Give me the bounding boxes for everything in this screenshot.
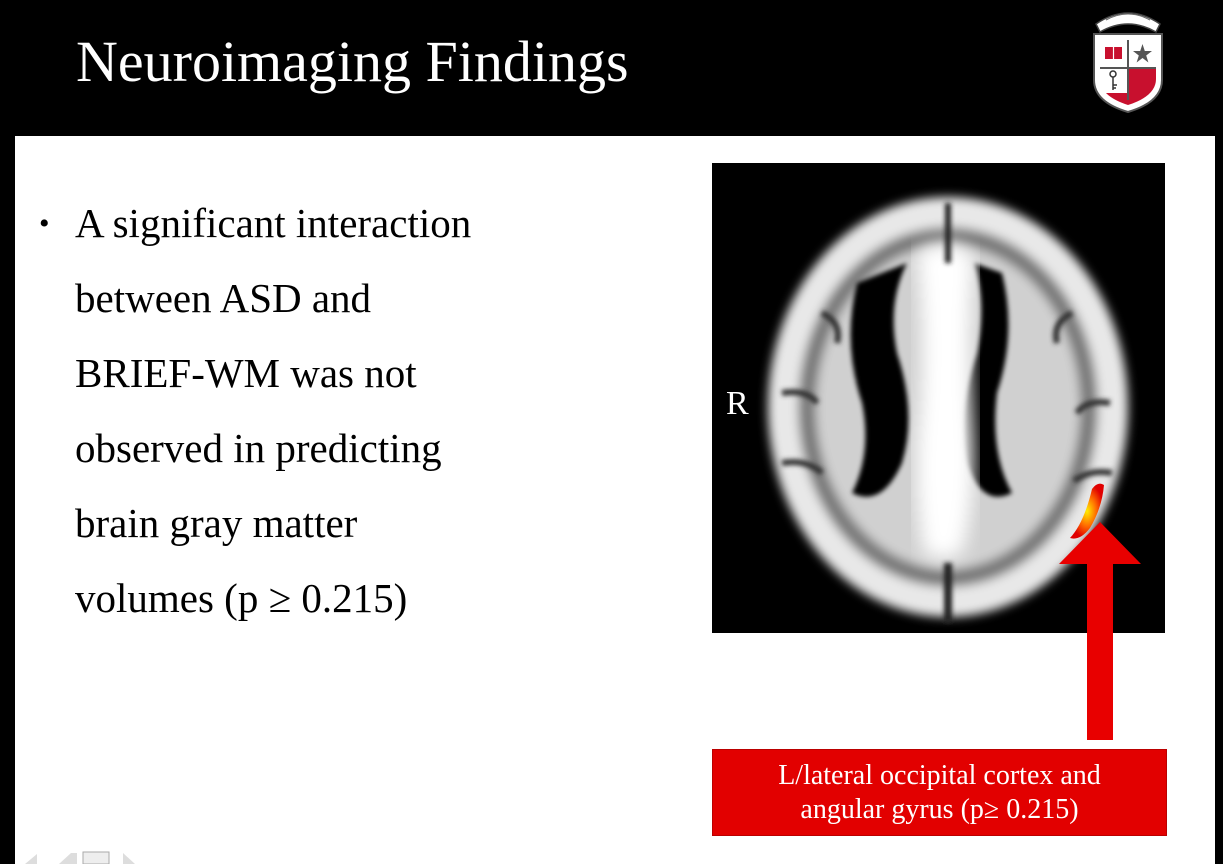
caption-line-2: angular gyrus (p≥ 0.215): [800, 793, 1079, 825]
bullet-item: • A significant interaction between ASD …: [39, 186, 555, 636]
next-arrow-icon: [123, 853, 135, 864]
brain-mri-figure: R: [712, 163, 1165, 633]
activation-blob: [1070, 483, 1104, 539]
orientation-label: R: [726, 385, 749, 422]
slide-content-area: • A significant interaction between ASD …: [15, 136, 1215, 864]
figure-caption: L/lateral occipital cortex and angular g…: [712, 749, 1167, 836]
bullet-dot-icon: •: [39, 207, 50, 240]
brain-scan-image: [768, 197, 1128, 623]
slide-nav-controls[interactable]: [15, 850, 145, 864]
bullet-text: A significant interaction between ASD an…: [75, 200, 472, 621]
slide-thumbnail-icon: [82, 851, 110, 864]
university-crest-icon: [1093, 12, 1163, 114]
menu-icon: [59, 853, 77, 864]
up-arrow-icon: [1059, 522, 1141, 740]
caption-line-1: L/lateral occipital cortex and: [778, 759, 1101, 791]
previous-arrow-icon: [25, 854, 37, 864]
bullet-list: • A significant interaction between ASD …: [39, 186, 555, 636]
slide-title: Neuroimaging Findings: [76, 29, 629, 94]
